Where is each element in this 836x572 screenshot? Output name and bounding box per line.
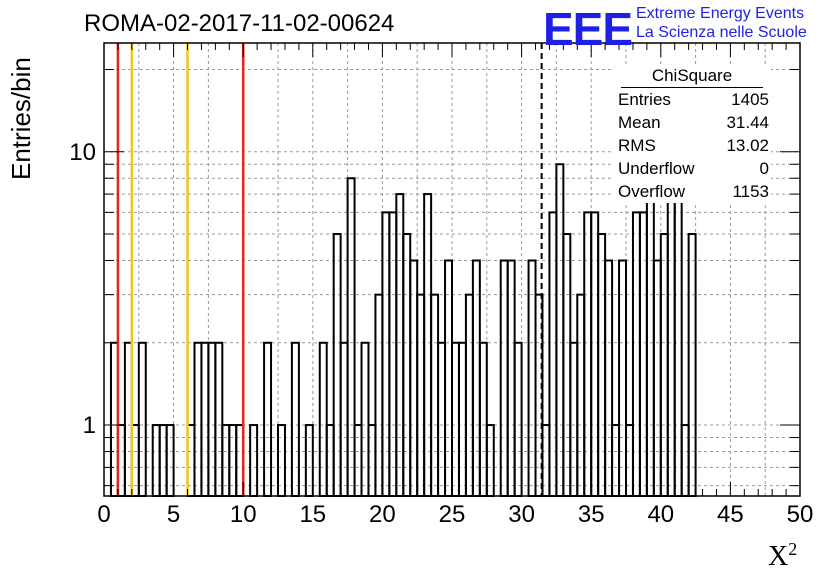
eee-logo: EEE	[543, 3, 633, 55]
x-tick-label: 35	[578, 501, 605, 528]
y-tick-label: 10	[69, 139, 96, 166]
x-tick-label: 50	[787, 501, 814, 528]
histogram-bin	[597, 233, 607, 497]
histogram-bin	[200, 341, 210, 497]
histogram-bin	[576, 293, 586, 497]
histogram-bin	[506, 259, 516, 497]
histogram-bin	[416, 293, 426, 497]
histogram-bin	[673, 163, 683, 497]
histogram-bin	[471, 259, 481, 497]
histogram-bin	[659, 233, 669, 497]
x-tick-label: 10	[230, 501, 257, 528]
histogram-bin	[409, 259, 419, 497]
y-axis-label: Entries/bin	[6, 57, 36, 180]
histogram-bin	[346, 177, 356, 497]
stats-row-overflow: Overflow 1153	[611, 180, 771, 203]
stats-label: Underflow	[618, 159, 695, 178]
x-axis-label: X2	[768, 539, 797, 572]
histogram-bin	[374, 293, 384, 497]
histogram-bin	[569, 341, 579, 497]
x-tick-label: 5	[167, 501, 180, 528]
histogram-bin	[457, 341, 467, 497]
y-axis-ticks: 1 10	[69, 68, 800, 487]
x-tick-label: 25	[439, 501, 466, 528]
histogram-bin	[562, 233, 572, 497]
histogram-bin	[513, 341, 523, 497]
stats-value: 1405	[731, 90, 769, 109]
histogram-bin	[583, 211, 593, 497]
x-tick-label: 0	[97, 501, 110, 528]
histogram-bin	[263, 341, 273, 497]
histogram-bin	[590, 211, 600, 497]
histogram-bin	[207, 341, 217, 497]
histogram-bin	[638, 211, 648, 497]
histogram-bin	[360, 341, 370, 497]
y-tick-label: 1	[83, 412, 96, 439]
stats-row-mean: Mean 31.44	[611, 111, 771, 134]
histogram-bin	[193, 341, 203, 497]
stats-label: Mean	[618, 113, 661, 132]
stats-box: ChiSquare Entries 1405 Mean 31.44 RMS 13…	[611, 66, 771, 203]
x-tick-label: 30	[508, 501, 535, 528]
stats-value: 13.02	[726, 136, 769, 155]
stats-row-entries: Entries 1405	[611, 88, 771, 111]
stats-label: RMS	[618, 136, 656, 155]
histogram-bin	[137, 341, 147, 497]
histogram-bin	[464, 293, 474, 497]
stats-label: Overflow	[618, 182, 686, 201]
histogram-bin	[527, 259, 537, 497]
histogram-bin	[618, 259, 627, 497]
x-tick-label: 15	[299, 501, 326, 528]
reference-lines	[116, 43, 543, 496]
stats-value: 1153	[732, 182, 769, 201]
logo-line-1: Extreme Energy Events	[636, 5, 805, 22]
x-axis-label-superscript: 2	[788, 539, 797, 559]
stats-title: ChiSquare	[621, 66, 763, 88]
histogram-bin	[339, 341, 349, 497]
histogram-bin	[332, 233, 342, 497]
histogram-bin	[395, 193, 405, 497]
histogram-bin	[402, 233, 412, 497]
x-tick-label: 45	[717, 501, 744, 528]
histogram-bin	[478, 341, 488, 497]
histogram-bin	[548, 211, 558, 497]
histogram-bin	[388, 211, 398, 497]
x-tick-label: 40	[647, 501, 674, 528]
stats-value: 31.44	[726, 113, 769, 132]
stats-label: Entries	[618, 90, 671, 109]
histogram-bin	[499, 259, 509, 497]
histogram-bin	[687, 233, 697, 497]
histogram-bin	[318, 341, 328, 497]
histogram	[109, 119, 697, 498]
histogram-bin	[604, 259, 614, 497]
histogram-bin	[451, 341, 460, 497]
stats-row-underflow: Underflow 0	[611, 157, 771, 180]
histogram-bin	[437, 341, 447, 497]
histogram-bin	[290, 341, 300, 497]
histogram-bin	[381, 211, 391, 497]
histogram-bin	[430, 293, 440, 497]
chart-title: ROMA-02-2017-11-02-00624	[84, 10, 395, 37]
histogram-bin	[652, 259, 662, 497]
logo-line-2: La Scienza nelle Scuole	[636, 24, 807, 41]
histogram-bin	[631, 211, 641, 497]
stats-value: 0	[759, 159, 769, 178]
x-axis-ticks: 0 5 10 15 20 25 30 35 40 45 50	[97, 43, 813, 528]
histogram-bin	[423, 193, 433, 497]
histogram-bin	[555, 163, 565, 497]
histogram-bin	[214, 341, 224, 497]
histogram-bin	[444, 259, 454, 497]
x-tick-label: 20	[369, 501, 396, 528]
stats-row-rms: RMS 13.02	[611, 134, 771, 157]
